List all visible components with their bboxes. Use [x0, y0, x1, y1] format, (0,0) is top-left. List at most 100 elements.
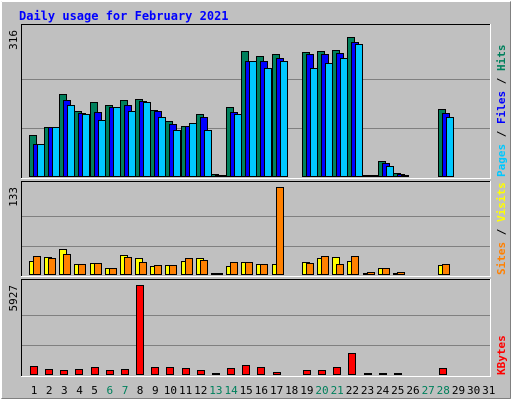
bar-sites-day-8 — [139, 262, 147, 275]
bar-pages-day-28 — [446, 117, 454, 177]
bar-kbytes-day-3 — [60, 370, 68, 375]
bar-kbytes-day-5 — [91, 367, 99, 375]
legend-entry: / — [495, 124, 508, 144]
bar-kbytes-day-23 — [364, 373, 372, 375]
bar-kbytes-day-9 — [151, 367, 159, 375]
bar-kbytes-day-25 — [394, 373, 402, 375]
bar-sites-day-15 — [245, 262, 253, 275]
bar-pages-day-4 — [82, 114, 90, 177]
bar-sites-day-24 — [382, 268, 390, 275]
bar-kbytes-day-11 — [182, 368, 190, 375]
x-tick-label: 1 — [31, 384, 38, 397]
bar-sites-day-25 — [397, 272, 405, 275]
bar-pages-day-1 — [37, 144, 45, 177]
x-tick-label: 17 — [270, 384, 283, 397]
series-sites — [33, 187, 450, 275]
legend-entry: Sites — [495, 242, 508, 275]
x-tick-label: 7 — [122, 384, 129, 397]
y-max-label: 316 — [7, 30, 20, 50]
x-tick-label: 6 — [106, 384, 113, 397]
bar-pages-day-10 — [173, 130, 181, 177]
x-tick-label: 8 — [137, 384, 144, 397]
bar-sites-day-3 — [63, 254, 71, 275]
legend-entry: Files — [495, 91, 508, 124]
bar-kbytes-day-10 — [166, 367, 174, 375]
bar-sites-day-9 — [154, 265, 162, 275]
x-tick-label: 2 — [46, 384, 53, 397]
legend-entry: / — [495, 222, 508, 242]
bar-pages-day-15 — [249, 61, 257, 177]
bar-pages-day-22 — [355, 44, 363, 177]
bar-kbytes-day-14 — [227, 368, 235, 375]
bar-kbytes-day-28 — [439, 368, 447, 375]
bar-sites-day-4 — [78, 264, 86, 275]
bar-sites-day-22 — [351, 256, 359, 275]
bar-kbytes-day-12 — [197, 370, 205, 375]
bar-kbytes-day-16 — [257, 367, 265, 375]
legend-kbytes: KBytes — [495, 335, 508, 375]
panel-visits_sites: 133 Sites / Visits — [7, 181, 508, 277]
series-kbytes — [30, 285, 447, 375]
legend-entry: Visits — [495, 182, 508, 222]
bar-kbytes-day-19 — [303, 370, 311, 375]
bar-pages-day-14 — [234, 114, 242, 177]
bar-kbytes-day-13 — [212, 373, 220, 375]
chart-title: Daily usage for February 2021 — [19, 9, 229, 23]
x-tick-label: 31 — [482, 384, 495, 397]
x-tick-label: 20 — [315, 384, 328, 397]
bar-pages-day-21 — [340, 58, 348, 177]
bar-sites-day-21 — [336, 264, 344, 275]
legend-visits_sites: Sites / Visits — [495, 182, 508, 275]
x-tick-label: 28 — [437, 384, 450, 397]
x-tick-label: 18 — [285, 384, 298, 397]
bar-pages-day-9 — [158, 117, 166, 177]
bar-sites-day-16 — [260, 264, 268, 275]
y-max-label: 133 — [7, 187, 20, 207]
bar-pages-day-19 — [310, 68, 318, 177]
legend-entry: Hits — [495, 45, 508, 72]
bar-sites-day-19 — [306, 263, 314, 275]
bar-pages-day-2 — [52, 127, 60, 177]
bar-sites-day-17 — [276, 187, 284, 275]
bar-kbytes-day-2 — [45, 369, 53, 375]
bar-kbytes-day-15 — [242, 365, 250, 375]
x-tick-label: 22 — [346, 384, 359, 397]
bar-sites-day-11 — [185, 258, 193, 275]
bar-pages-day-13 — [219, 175, 227, 177]
bar-kbytes-day-8 — [136, 285, 144, 375]
bar-sites-day-28 — [442, 264, 450, 275]
bar-kbytes-day-24 — [379, 373, 387, 375]
bar-sites-day-13 — [215, 273, 223, 275]
bar-pages-day-17 — [280, 61, 288, 177]
bar-pages-day-7 — [128, 111, 136, 177]
x-tick-label: 25 — [391, 384, 404, 397]
x-tick-label: 29 — [452, 384, 465, 397]
bar-kbytes-day-22 — [348, 353, 356, 375]
x-tick-label: 13 — [209, 384, 222, 397]
x-tick-label: 11 — [179, 384, 192, 397]
bar-pages-day-6 — [113, 107, 121, 177]
bar-pages-day-8 — [143, 102, 151, 177]
bar-kbytes-day-21 — [333, 367, 341, 375]
x-tick-label: 19 — [300, 384, 313, 397]
bar-kbytes-day-4 — [75, 369, 83, 375]
bar-pages-day-24 — [386, 166, 394, 177]
x-tick-label: 30 — [467, 384, 480, 397]
bar-kbytes-day-1 — [30, 366, 38, 375]
bar-pages-day-20 — [325, 63, 333, 177]
bar-pages-day-23 — [371, 175, 379, 177]
chart-panels: 316 Pages / Files / Hits 133 Sites / Visits… — [7, 24, 508, 377]
x-tick-label: 23 — [361, 384, 374, 397]
legend-entry: / — [495, 71, 508, 91]
legend-hits_files_pages: Pages / Files / Hits — [495, 45, 508, 178]
bar-sites-day-5 — [94, 263, 102, 275]
x-tick-label: 4 — [76, 384, 83, 397]
bar-sites-day-23 — [367, 272, 375, 275]
bar-pages-day-3 — [67, 105, 75, 177]
panel-hits_files_pages: 316 Pages / Files / Hits — [7, 24, 508, 179]
bar-kbytes-day-6 — [106, 370, 114, 375]
x-tick-label: 16 — [255, 384, 268, 397]
bar-sites-day-14 — [230, 262, 238, 275]
